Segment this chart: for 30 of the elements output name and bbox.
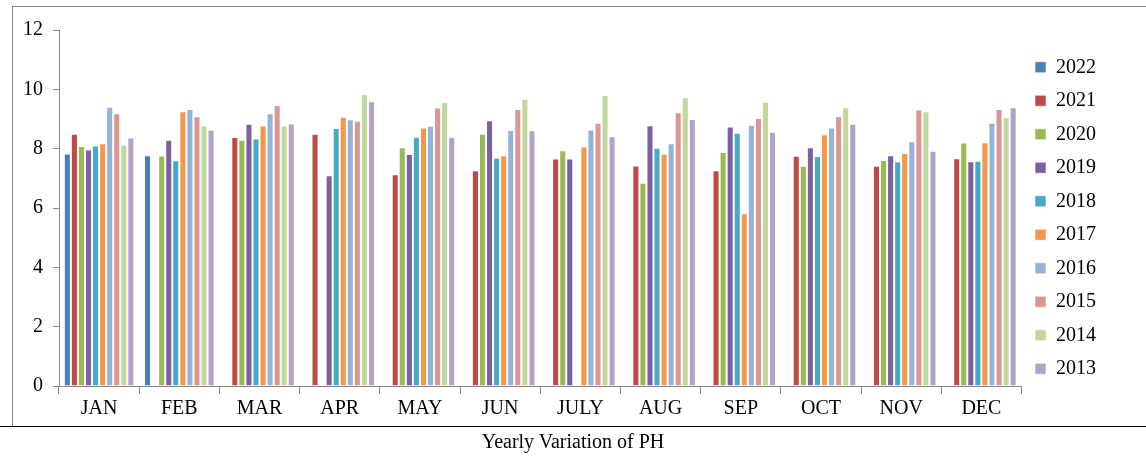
y-tick-label: 4 [33,254,43,277]
x-tick-label: JULY [556,396,604,419]
x-tick-label: FEB [160,396,198,419]
y-tick-label: 0 [33,373,43,396]
x-tick-label: DEC [961,396,1002,419]
legend-label: 2015 [1056,289,1096,311]
y-tick-label: 2 [33,313,43,336]
legend-label: 2019 [1056,155,1096,177]
y-tick-label: 8 [33,135,43,158]
x-tick-label: JAN [80,396,118,419]
legend-label: 2017 [1056,222,1096,244]
text: Yearly Variation of PH [480,430,666,453]
legend-label: 2018 [1056,188,1096,211]
y-tick-label: 6 [33,195,43,218]
legend-label: 2020 [1056,121,1096,144]
legend-label: 2016 [1056,255,1096,278]
x-tick-label: OCT [800,396,841,419]
legend-label: 2014 [1056,322,1096,345]
legend-label: 2013 [1056,356,1096,378]
y-tick-label: 12 [23,17,43,40]
x-tick-label: AUG [638,396,683,419]
x-tick-label: SEP [723,396,759,419]
legend-label: 2022 [1056,54,1096,77]
x-tick-label: JUN [481,396,519,419]
x-tick-label: APR [320,396,360,419]
x-tick-label: NOV [879,396,924,419]
x-tick-label: MAY [397,396,443,419]
legend-label: 2021 [1056,88,1096,110]
x-tick-label: MAR [236,396,283,419]
y-tick-label: 10 [23,76,43,99]
